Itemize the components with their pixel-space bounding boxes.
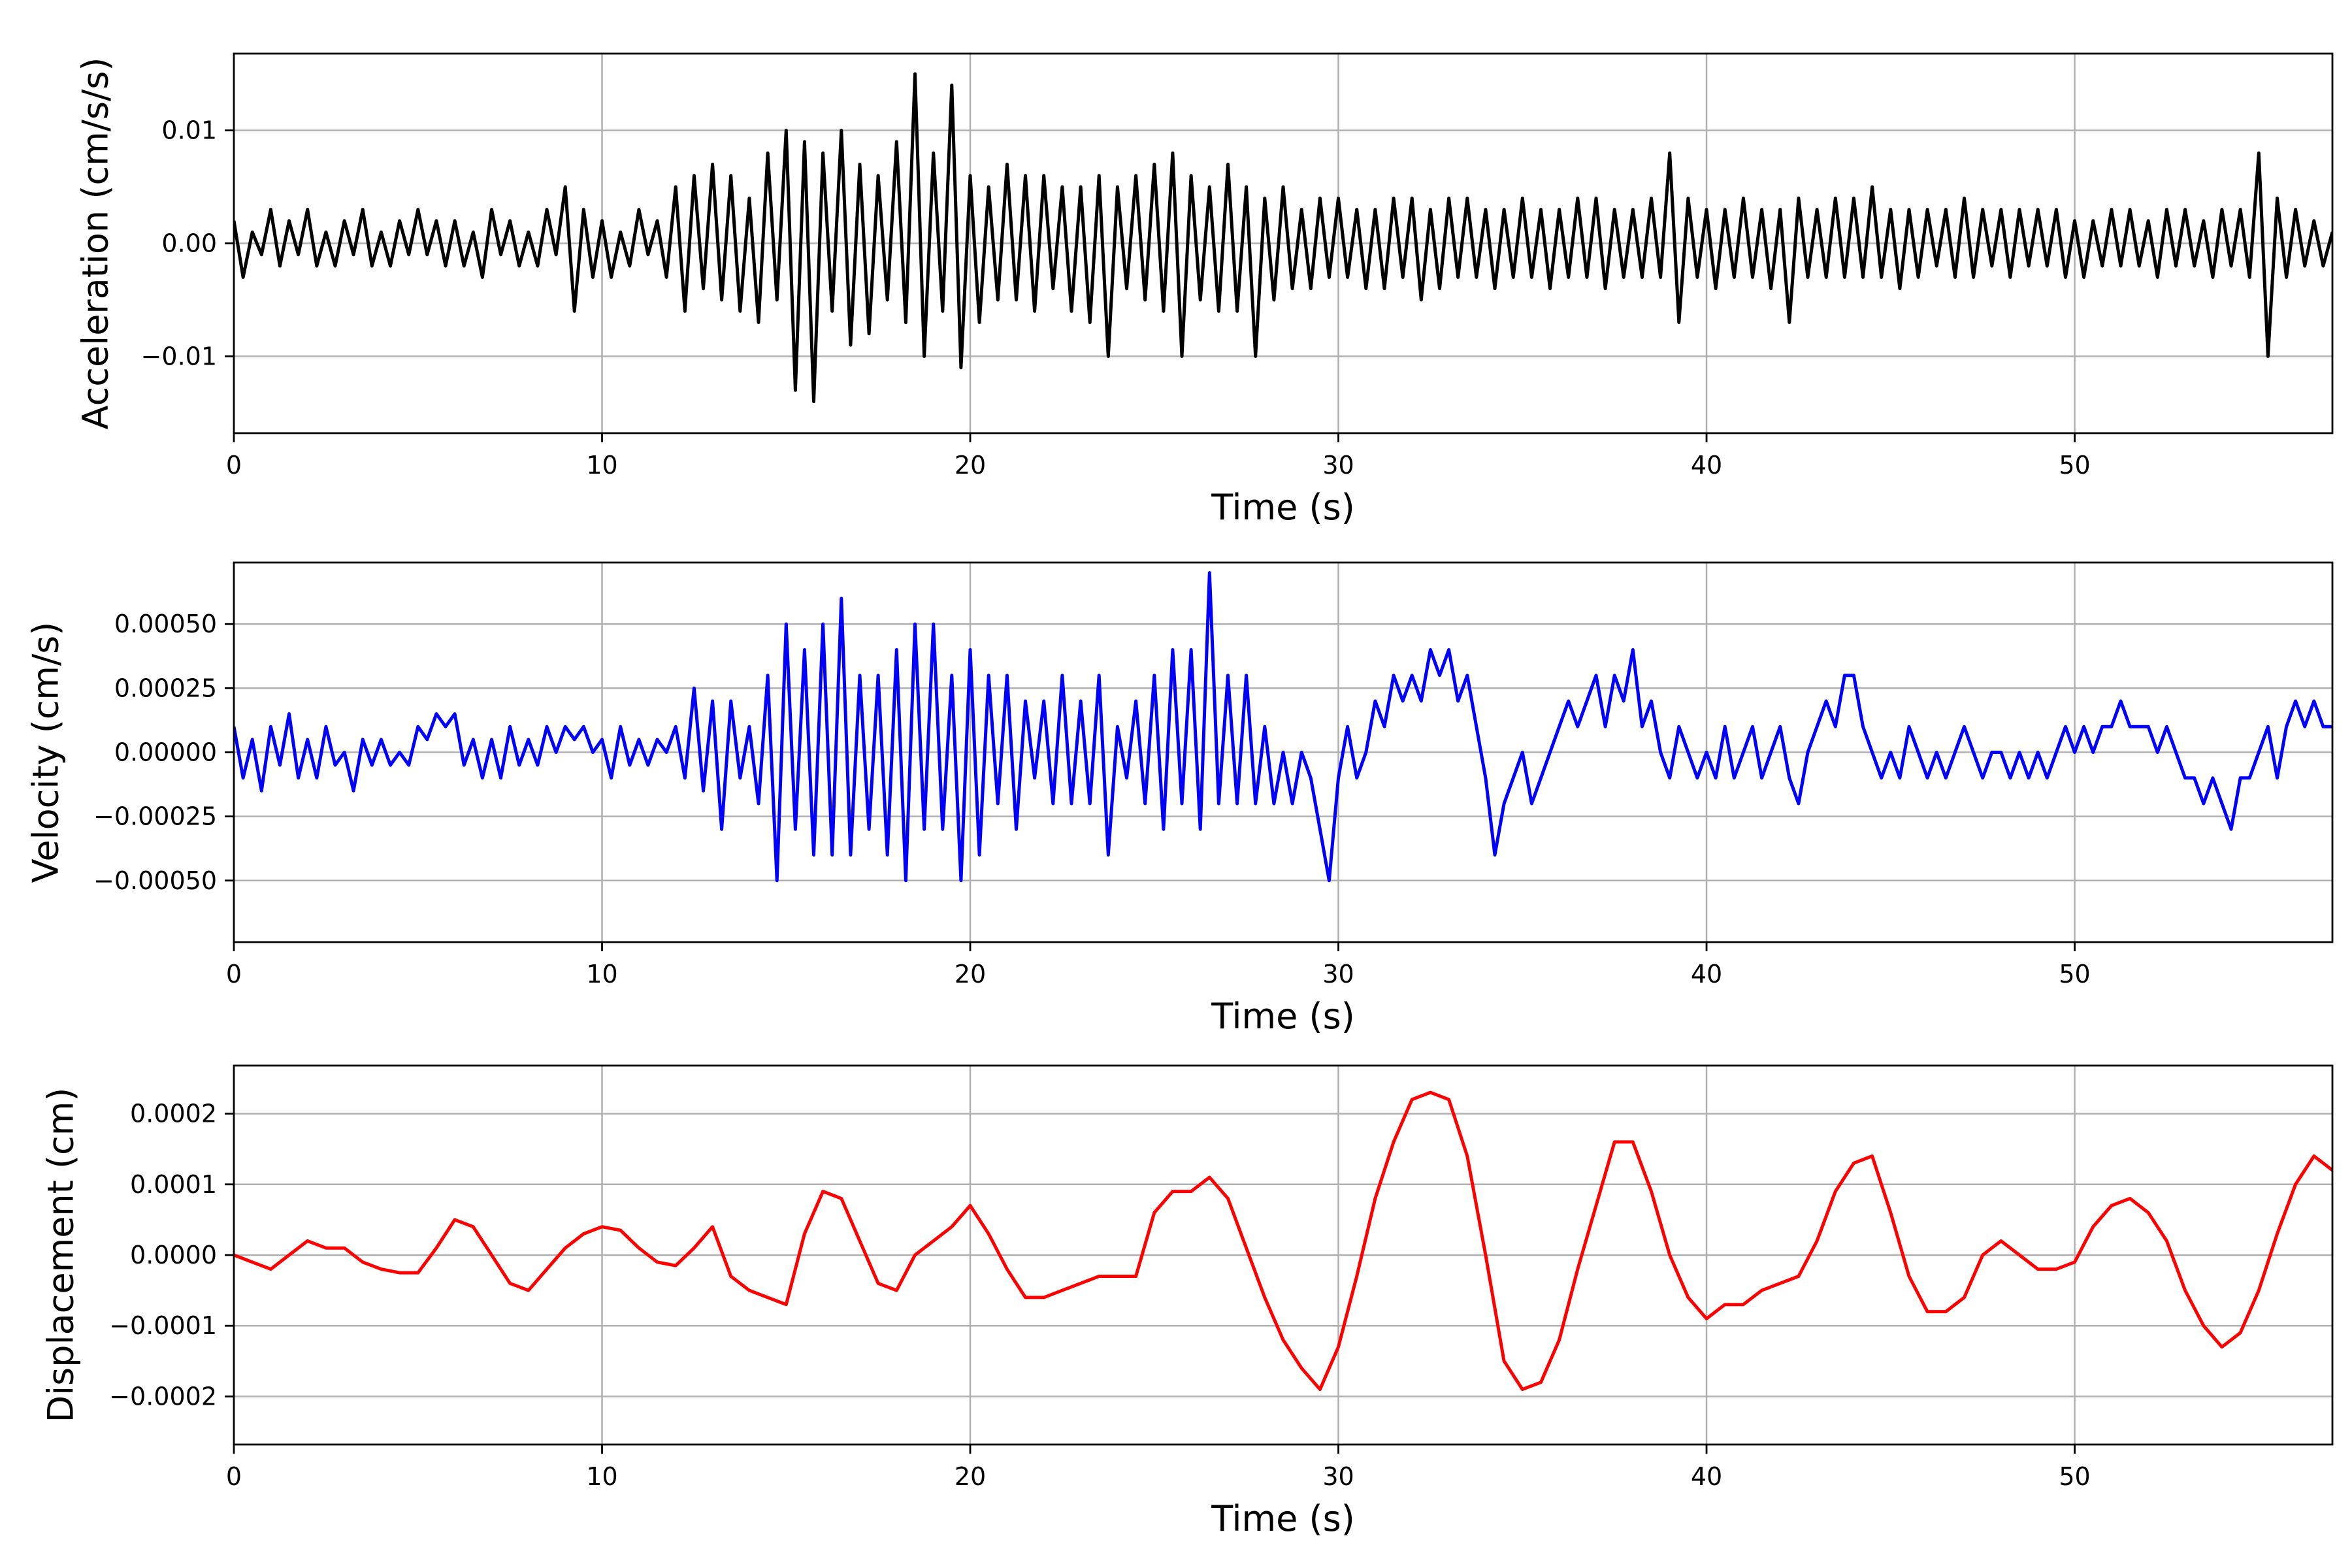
x-tick-label: 0 xyxy=(226,1462,242,1491)
x-tick-label: 10 xyxy=(586,451,617,480)
y-axis-label: Velocity (cm/s) xyxy=(25,622,67,883)
x-tick-label: 30 xyxy=(1322,1462,1354,1491)
x-axis-label: Time (s) xyxy=(1211,487,1355,528)
x-tick-label: 0 xyxy=(226,451,242,480)
y-tick-label: −0.0001 xyxy=(109,1311,217,1340)
y-tick-label: −0.01 xyxy=(141,342,217,370)
x-tick-label: 50 xyxy=(2059,960,2090,988)
acceleration-subplot: 0 10 20 30 40 50 −0.01 0.00 0.01 Time (s) Accelera… xyxy=(75,52,2334,528)
displacement-subplot: 0 10 20 30 40 50 −0.0002 −0.0001 0.0000 0.0001 0.0… xyxy=(41,1064,2334,1539)
series-line xyxy=(234,1090,2332,1392)
axes-frame xyxy=(233,52,2334,434)
x-tick-label: 30 xyxy=(1322,960,1354,988)
y-axis-label: Acceleration (cm/s/s) xyxy=(75,57,116,430)
series-line xyxy=(234,571,2332,883)
y-tick-label: −0.0002 xyxy=(109,1382,217,1411)
x-tick-label: 50 xyxy=(2059,451,2090,480)
y-tick-label: 0.0001 xyxy=(130,1170,217,1199)
x-tick-label: 50 xyxy=(2059,1462,2090,1491)
x-tick-label: 10 xyxy=(586,1462,617,1491)
y-tick-label: 0.0002 xyxy=(130,1100,217,1128)
y-tick-label: −0.00050 xyxy=(93,866,217,895)
y-tick-label: 0.00050 xyxy=(114,610,217,638)
y-axis-label: Displacement (cm) xyxy=(41,1088,82,1423)
x-tick-label: 20 xyxy=(955,960,986,988)
velocity-subplot: 0 10 20 30 40 50 −0.00050 −0.00025 0.00000 0.0002… xyxy=(25,561,2334,1037)
axes-frame xyxy=(233,561,2334,943)
series-line xyxy=(234,72,2332,404)
x-axis-label: Time (s) xyxy=(1211,1498,1355,1539)
axes-frame xyxy=(233,1064,2334,1446)
x-tick-label: 0 xyxy=(226,960,242,988)
y-tick-label: −0.00025 xyxy=(93,802,217,831)
x-tick-label: 20 xyxy=(955,1462,986,1491)
x-tick-label: 10 xyxy=(586,960,617,988)
y-tick-label: 0.0000 xyxy=(130,1241,217,1269)
x-tick-label: 20 xyxy=(955,451,986,480)
x-axis-label: Time (s) xyxy=(1211,996,1355,1037)
y-tick-label: 0.00 xyxy=(161,229,217,258)
x-tick-label: 40 xyxy=(1691,451,1722,480)
x-tick-label: 30 xyxy=(1322,451,1354,480)
x-tick-label: 40 xyxy=(1691,1462,1722,1491)
y-tick-label: 0.00025 xyxy=(114,674,217,702)
y-tick-label: 0.00000 xyxy=(114,738,217,767)
y-tick-label: 0.01 xyxy=(161,116,217,145)
x-tick-label: 40 xyxy=(1691,960,1722,988)
